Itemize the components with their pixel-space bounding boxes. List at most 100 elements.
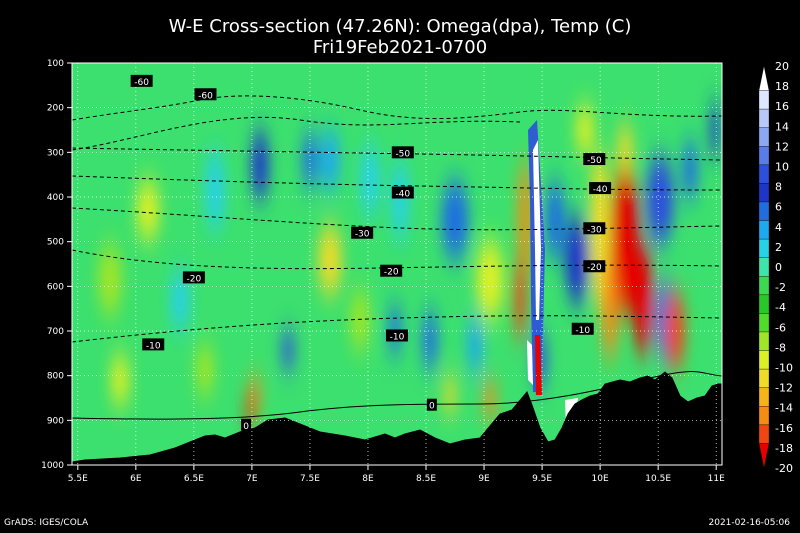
svg-text:-50: -50 xyxy=(395,149,410,159)
colorbar-label: 14 xyxy=(775,120,789,133)
colorbar-swatch xyxy=(758,65,770,91)
contour-label: -10 xyxy=(571,322,594,336)
x-tick-label: 6E xyxy=(130,474,142,484)
svg-text:-10: -10 xyxy=(390,332,405,342)
colorbar-label: -2 xyxy=(775,281,786,294)
contour-label: -30 xyxy=(583,222,606,235)
y-tick-label: 600 xyxy=(47,282,64,292)
svg-text:-30: -30 xyxy=(587,225,602,235)
colorbar-label: 8 xyxy=(775,181,782,194)
x-tick-label: 7.5E xyxy=(300,474,320,484)
x-tick-label: 9E xyxy=(478,474,490,484)
x-tick-label: 7E xyxy=(246,474,258,484)
x-tick-label: 9.5E xyxy=(532,474,552,484)
colorbar-label: 2 xyxy=(775,241,782,254)
colorbar-swatch xyxy=(758,220,770,240)
plot-frame xyxy=(71,62,723,466)
contour-label: -50 xyxy=(391,146,414,159)
svg-text:-10: -10 xyxy=(146,341,161,351)
contour-label: 0 xyxy=(426,398,437,412)
colorbar-label: -6 xyxy=(775,321,786,334)
colorbar-swatch xyxy=(758,368,770,388)
colorbar-swatch xyxy=(758,387,770,407)
colorbar-label: 10 xyxy=(775,161,789,174)
y-tick-label: 400 xyxy=(47,193,64,203)
colorbar-label: 0 xyxy=(775,261,782,274)
svg-text:-20: -20 xyxy=(187,274,202,284)
svg-text:-20: -20 xyxy=(587,263,602,273)
colorbar-swatch xyxy=(758,406,770,426)
contour-label: -20 xyxy=(182,271,205,284)
x-tick-label: 8E xyxy=(362,474,374,484)
y-tick-label: 300 xyxy=(47,148,64,158)
colorbar-swatch xyxy=(758,90,770,110)
y-tick-label: 1000 xyxy=(41,461,64,471)
svg-text:-40: -40 xyxy=(395,190,410,200)
y-tick-label: 100 xyxy=(47,59,64,69)
colorbar-label: 4 xyxy=(775,221,782,234)
colorbar-swatch xyxy=(758,238,770,258)
colorbar-swatch xyxy=(758,183,770,203)
temperature-contours xyxy=(72,95,722,420)
colorbar-label: -18 xyxy=(775,442,793,455)
svg-text:-10: -10 xyxy=(575,326,590,336)
y-tick-label: 500 xyxy=(47,238,64,248)
y-tick-label: 200 xyxy=(47,104,64,114)
colorbar-swatch xyxy=(758,424,770,444)
contour-label: -10 xyxy=(386,329,408,342)
y-tick-label: 800 xyxy=(47,372,64,382)
contour-label: -60 xyxy=(130,74,153,88)
contour-label: -30 xyxy=(351,226,374,240)
colorbar-label: -20 xyxy=(775,462,793,475)
colorbar-swatch xyxy=(758,164,770,184)
chart-title: W-E Cross-section (47.26N): Omega(dpa), … xyxy=(168,16,632,37)
colorbar-label: 12 xyxy=(775,140,789,153)
contour-labels: -60 -60 -50 -50 -40 -40 -30 -30 -20 -20 -20 -10 -10 -… xyxy=(130,74,612,432)
contour-label: -10 xyxy=(142,338,165,351)
x-tick-label: 5.5E xyxy=(68,474,88,484)
contour-label: -50 xyxy=(583,153,606,166)
footer-credit: GrADS: IGES/COLA xyxy=(4,518,89,528)
colorbar-swatch xyxy=(758,127,770,147)
colorbar: 20181614121086420-2-4-6-8-10-12-14-16-18… xyxy=(758,60,793,475)
colorbar-swatch xyxy=(758,313,770,333)
contour-label: -60 xyxy=(194,88,217,101)
svg-text:-50: -50 xyxy=(587,156,602,166)
colorbar-swatch xyxy=(758,294,770,314)
contour-label: 0 xyxy=(241,418,252,432)
colorbar-label: 16 xyxy=(775,100,789,113)
svg-text:-60: -60 xyxy=(198,91,213,101)
colorbar-swatch xyxy=(758,201,770,221)
contour-label: -40 xyxy=(589,182,612,195)
contour-label: -20 xyxy=(583,260,606,273)
footer-timestamp: 2021-02-16-05:06 xyxy=(708,518,791,528)
colorbar-label: 20 xyxy=(775,60,789,73)
svg-text:0: 0 xyxy=(429,402,435,412)
y-tick-label: 900 xyxy=(47,416,64,426)
svg-text:-20: -20 xyxy=(384,268,399,278)
colorbar-label: 18 xyxy=(775,80,789,93)
x-tick-label: 10.5E xyxy=(645,474,671,484)
x-tick-label: 6.5E xyxy=(184,474,204,484)
svg-text:-30: -30 xyxy=(355,230,370,240)
contour-label: -20 xyxy=(380,264,403,278)
colorbar-swatch xyxy=(758,276,770,296)
colorbar-label: -8 xyxy=(775,341,786,354)
colorbar-swatch xyxy=(758,331,770,351)
svg-text:0: 0 xyxy=(243,422,249,432)
colorbar-swatch xyxy=(758,350,770,370)
colorbar-swatch xyxy=(758,108,770,128)
y-tick-label: 700 xyxy=(47,327,64,337)
x-tick-label: 11E xyxy=(708,474,725,484)
colorbar-label: -16 xyxy=(775,422,793,435)
colorbar-swatch xyxy=(758,443,770,469)
y-axis: 100 200 300 400 500 600 700 800 900 1000 xyxy=(41,59,72,471)
colorbar-label: -4 xyxy=(775,301,786,314)
colorbar-swatch xyxy=(758,257,770,277)
x-axis: 5.5E 6E 6.5E 7E 7.5E 8E 8.5E 9E 9.5E 10E 10.5E 11E xyxy=(68,465,725,484)
svg-text:-40: -40 xyxy=(593,185,608,195)
colorbar-label: -10 xyxy=(775,362,793,375)
contour-label: -40 xyxy=(391,186,414,200)
svg-text:-60: -60 xyxy=(134,78,149,88)
